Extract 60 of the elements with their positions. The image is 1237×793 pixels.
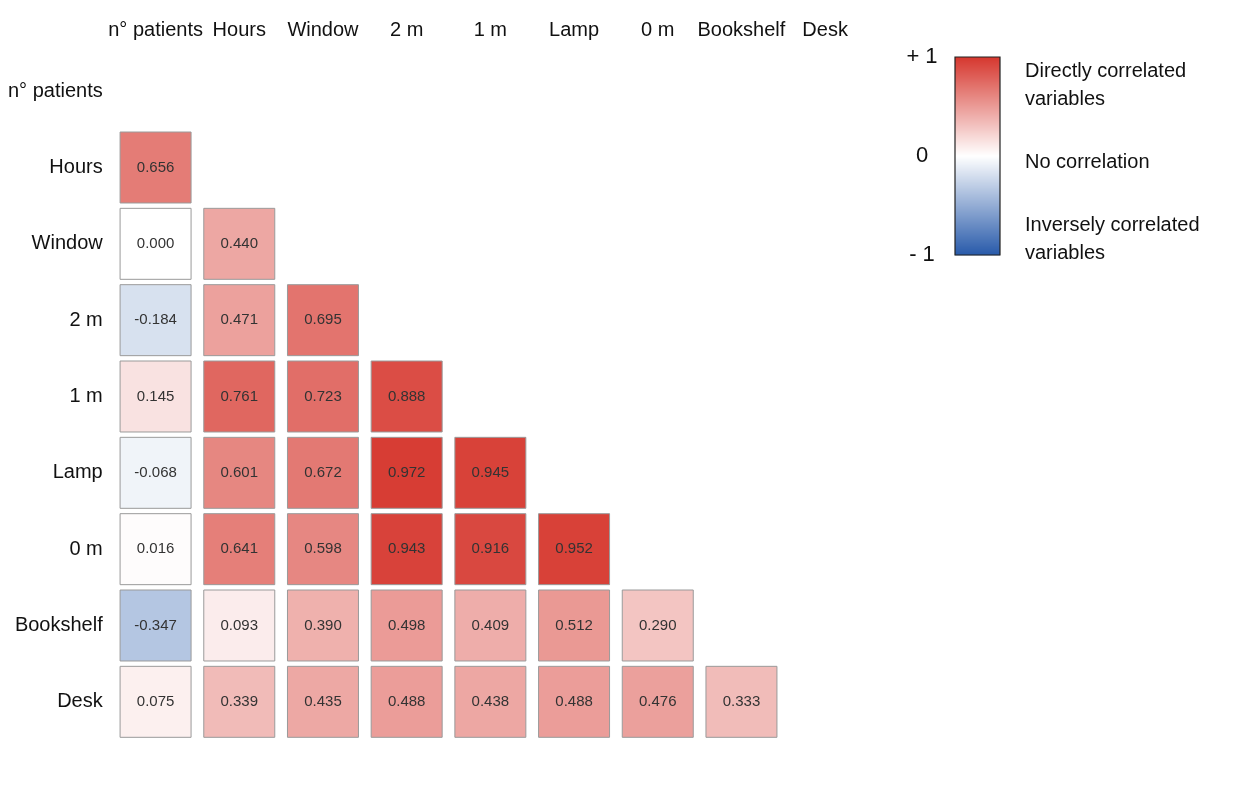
data-label: 0.488 (555, 691, 593, 709)
data-label: 0.476 (638, 691, 677, 709)
y-tick-label: n° patients (7, 78, 103, 101)
color-bar-label: + 1 (906, 43, 938, 69)
text: Directly correlated variables (1025, 58, 1187, 109)
x-tick-label: 0 m (641, 17, 675, 40)
data-label: 0.598 (304, 539, 342, 557)
data-label: 0.498 (387, 615, 426, 633)
data-label: 0.333 (722, 691, 761, 709)
data-label: 0.435 (304, 691, 342, 709)
data-label: 0.488 (387, 691, 426, 709)
text: No correlation (1025, 149, 1150, 172)
x-tick-label: 1 m (473, 17, 508, 40)
data-label: 0.761 (220, 386, 259, 404)
data-label: 0.916 (471, 539, 510, 557)
data-label: 0.512 (555, 615, 593, 633)
y-tick-label: 2 m (69, 307, 103, 330)
y-tick-label: Desk (57, 689, 104, 712)
y-tick-label: 1 m (69, 384, 103, 407)
data-label: 0.952 (555, 539, 593, 557)
data-label: 0.641 (220, 539, 259, 557)
data-label: 0.471 (220, 310, 259, 328)
data-label: 0.000 (136, 233, 175, 251)
data-label: 0.438 (471, 691, 510, 709)
data-label: 0.601 (220, 462, 259, 480)
y-tick-label: Lamp (52, 460, 103, 483)
data-label: 0.290 (638, 615, 677, 633)
data-label: 0.672 (304, 462, 342, 480)
x-tick-label: n° patients (108, 17, 203, 40)
y-tick-label: Window (31, 231, 104, 254)
y-tick-label: Bookshelf (14, 613, 104, 636)
data-label: -0.068 (134, 462, 177, 480)
y-tick-label: 0 m (69, 536, 103, 559)
data-label: 0.972 (387, 462, 426, 480)
data-label: 0.656 (136, 157, 175, 175)
x-tick-label: Desk (802, 17, 849, 40)
y-tick-label: Hours (49, 155, 103, 178)
data-label: 0.695 (304, 310, 342, 328)
color-bar-label: 0 (915, 142, 929, 168)
data-label: 0.943 (387, 539, 426, 557)
data-label: 0.016 (136, 539, 175, 557)
x-tick-label: Window (287, 17, 360, 40)
x-tick-label: Hours (212, 17, 266, 40)
data-label: 0.409 (471, 615, 510, 633)
data-label: 0.075 (136, 691, 175, 709)
color-bar-label: - 1 (909, 241, 935, 267)
data-label: 0.440 (220, 233, 259, 251)
data-label: 0.339 (220, 691, 259, 709)
text: Inversely correlated variables (1025, 212, 1200, 263)
data-label: -0.347 (134, 615, 177, 633)
data-label: 0.093 (220, 615, 259, 633)
data-label: 0.723 (304, 386, 342, 404)
x-tick-label: 2 m (389, 17, 424, 40)
data-label: 0.888 (387, 386, 426, 404)
x-tick-label: Lamp (549, 17, 600, 40)
data-label: -0.184 (134, 310, 177, 328)
data-label: 0.390 (304, 615, 342, 633)
x-tick-label: Bookshelf (697, 17, 786, 40)
data-label: 0.945 (471, 462, 510, 480)
data-label: 0.145 (136, 386, 175, 404)
